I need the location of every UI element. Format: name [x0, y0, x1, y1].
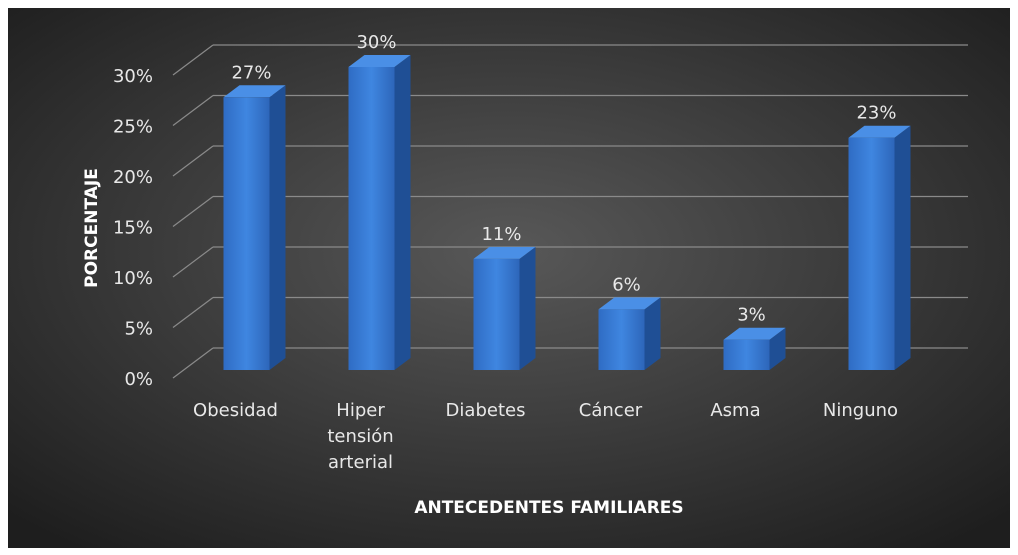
data-label: 11%: [481, 224, 521, 245]
y-axis-title: PORCENTAJE: [82, 168, 102, 288]
y-tick-label: 10%: [113, 268, 153, 289]
bar-side: [644, 297, 661, 370]
bar: [473, 258, 520, 370]
data-label: 30%: [356, 32, 396, 53]
y-tick-label: 0%: [124, 369, 153, 390]
y-tick-label: 5%: [124, 319, 153, 340]
bar-top: [473, 246, 536, 259]
bar: [848, 137, 895, 370]
bar-side: [894, 125, 911, 370]
grid-diagonal: [172, 246, 214, 278]
x-tick-label: Obesidad: [193, 400, 278, 421]
bar-side: [394, 55, 411, 370]
data-label: 27%: [231, 62, 271, 83]
bar: [598, 309, 645, 370]
x-tick-label: Hiper tensión arterial: [327, 400, 393, 473]
bar: [348, 67, 395, 370]
bar-top: [723, 327, 786, 340]
grid-diagonal: [172, 44, 214, 76]
data-label: 23%: [856, 103, 896, 124]
bar-top: [223, 85, 286, 98]
grid-diagonal: [172, 196, 214, 227]
bar-top: [598, 297, 661, 310]
grid-diagonal: [172, 95, 214, 126]
grid-diagonal: [172, 297, 214, 328]
x-tick-label: Diabetes: [446, 400, 526, 421]
bar-side: [519, 246, 536, 370]
grid-diagonal: [172, 145, 214, 177]
y-tick-label: 20%: [113, 167, 153, 188]
y-tick-label: 25%: [113, 117, 153, 138]
grid-diagonal: [172, 347, 214, 379]
x-axis-title: ANTECEDENTES FAMILIARES: [414, 498, 683, 518]
data-label: 3%: [737, 305, 766, 326]
x-tick-label: Ninguno: [823, 400, 898, 421]
x-tick-label: Cáncer: [579, 400, 643, 421]
bar: [723, 339, 770, 370]
y-tick-label: 15%: [113, 218, 153, 239]
bar-top: [848, 125, 911, 138]
y-tick-label: 30%: [113, 66, 153, 87]
bar-side: [769, 327, 786, 370]
bar: [223, 97, 270, 371]
bar-side: [269, 85, 286, 371]
x-tick-label: Asma: [710, 400, 760, 421]
bar-top: [348, 55, 411, 67]
data-label: 6%: [612, 274, 641, 295]
